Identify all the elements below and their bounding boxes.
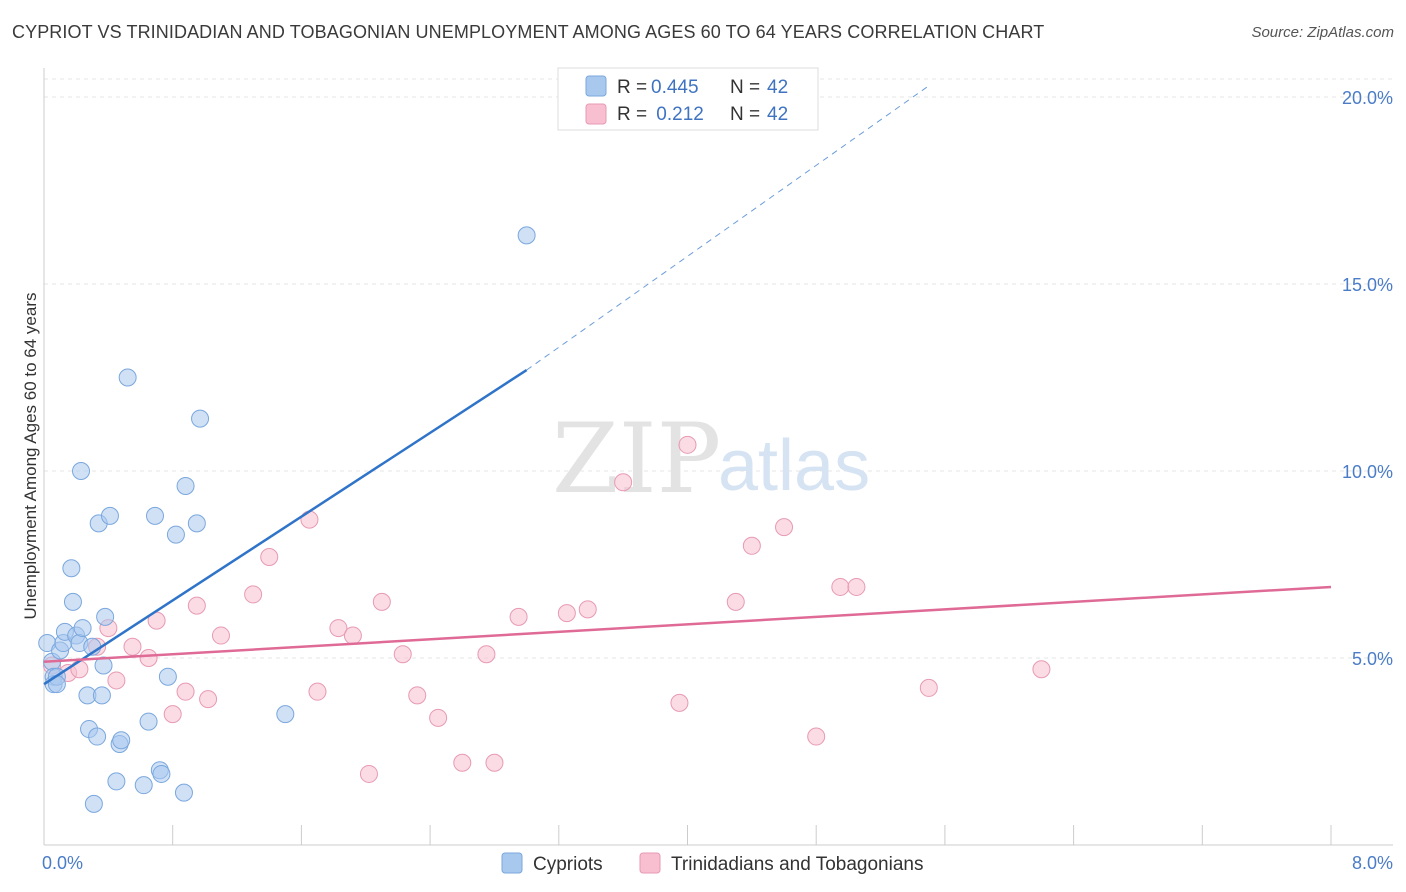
point-trinidad-13 [211,626,230,645]
point-trinidad-7 [139,649,158,667]
point-cypriots-27 [118,368,137,387]
point-cypriots-24 [107,772,126,791]
point-trinidad-25 [453,753,472,772]
point-trinidad-33 [670,693,689,712]
legend-swatch-cypriots [585,75,607,97]
point-trinidad-18 [329,619,348,638]
point-cypriots-22 [96,607,115,626]
point-trinidad-21 [372,592,391,611]
y-axis-label: Unemployment Among Ages 60 to 64 years [21,293,40,620]
point-cypriots-40 [517,226,536,245]
legend-r-value-2: 0.212 [651,104,704,125]
point-cypriots-39 [276,705,295,724]
legend-n-value-2: 42 [767,104,788,125]
trendline-trinidad [43,585,1332,663]
chart-title: CYPRIOT VS TRINIDADIAN AND TOBAGONIAN UN… [12,22,1045,42]
point-cypriots-35 [174,783,193,802]
point-cypriots-38 [191,409,210,428]
point-cypriots-33 [158,667,177,686]
legend-r-label-2: R = [617,104,647,125]
point-trinidad-23 [408,686,427,705]
legend: R = 0.445 N = 42 R = 0.212 N = 42 [557,67,819,131]
point-cypriots-9 [63,592,82,611]
point-cypriots-34 [166,525,185,544]
point-trinidad-5 [107,671,126,690]
series-trinidad-points [43,435,1051,783]
point-cypriots-23 [100,506,119,525]
point-trinidad-10 [176,682,195,701]
point-trinidad-35 [742,536,761,555]
series-cypriots-points [38,226,536,813]
point-trinidad-29 [557,604,576,623]
point-trinidad-27 [485,753,504,772]
bottom-legend: Cypriots Trinidadians and Tobagonians [501,852,923,875]
point-cypriots-13 [72,462,91,480]
point-cypriots-18 [84,794,103,813]
point-trinidad-34 [726,592,745,611]
point-trinidad-6 [123,637,142,656]
gridlines [44,78,1393,659]
point-cypriots-30 [146,506,165,525]
point-cypriots-26 [112,731,131,750]
y-tick-label-2: 15.0% [1342,275,1393,295]
point-trinidad-40 [919,678,938,697]
point-cypriots-32 [152,764,171,783]
point-trinidad-14 [244,585,263,604]
watermark-atlas: atlas [718,426,870,506]
source-label: Source: ZipAtlas.com [1251,24,1394,41]
y-tick-labels: 5.0% 10.0% 15.0% 20.0% [1342,88,1393,669]
point-trinidad-41 [1032,660,1051,679]
point-cypriots-12 [73,619,92,638]
point-cypriots-8 [62,559,81,578]
point-trinidad-17 [308,682,327,701]
point-trinidad-30 [578,600,597,619]
point-trinidad-22 [393,645,412,664]
x-tick-max: 8.0% [1352,853,1393,873]
point-trinidad-24 [429,708,448,727]
legend-n-label-1: N = [730,77,760,98]
trendline-cypriots-extension [526,85,930,371]
point-trinidad-19 [343,626,362,645]
point-trinidad-37 [807,727,826,746]
x-tick-min: 0.0% [42,853,83,873]
point-cypriots-20 [92,686,111,705]
point-trinidad-32 [678,435,697,454]
bottom-legend-label-cypriots: Cypriots [533,854,603,875]
point-trinidad-38 [831,577,850,596]
bottom-legend-swatch-trinidad [639,852,661,874]
legend-swatch-trinidad [585,103,607,125]
y-tick-label-1: 10.0% [1342,462,1393,482]
bottom-legend-label-trinidad: Trinidadians and Tobagonians [671,854,923,875]
point-trinidad-11 [187,596,206,615]
point-cypriots-17 [88,727,107,746]
point-cypriots-21 [94,656,113,675]
point-cypriots-37 [187,514,206,533]
bottom-legend-swatch-cypriots [501,852,523,874]
y-tick-label-0: 5.0% [1352,649,1393,669]
point-trinidad-2 [70,660,89,679]
point-trinidad-26 [477,645,496,664]
trendlines [43,85,1332,686]
point-trinidad-20 [359,764,378,783]
point-cypriots-29 [139,712,158,731]
point-trinidad-39 [847,577,866,596]
point-trinidad-16 [300,510,319,529]
point-trinidad-28 [509,607,528,626]
point-cypriots-36 [176,476,195,495]
point-trinidad-9 [163,705,182,724]
legend-r-label-1: R = [617,77,647,98]
point-cypriots-28 [134,776,153,795]
y-tick-label-3: 20.0% [1342,88,1393,108]
point-trinidad-15 [260,548,279,567]
legend-r-value-1: 0.445 [651,77,699,98]
point-trinidad-36 [775,518,794,537]
point-trinidad-31 [614,473,633,492]
legend-n-label-2: N = [730,104,760,125]
trendline-cypriots [43,368,528,686]
watermark-zip: ZIP [552,403,721,515]
legend-n-value-1: 42 [767,77,788,98]
axes [43,68,1393,846]
point-trinidad-12 [199,690,218,709]
